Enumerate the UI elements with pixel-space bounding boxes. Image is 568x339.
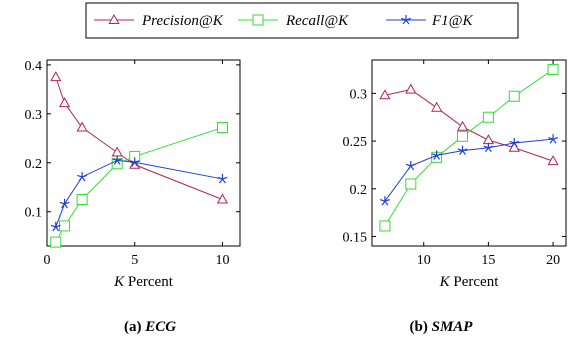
data-point	[482, 111, 494, 123]
data-point	[111, 146, 123, 157]
data-point	[457, 145, 468, 156]
data-point	[405, 83, 417, 94]
data-point	[76, 121, 88, 132]
y-tick-label: 0.25	[343, 135, 368, 150]
legend-item: Recall@K	[238, 13, 349, 29]
y-tick-label: 0.3	[25, 108, 43, 123]
series-precision-at-k	[379, 83, 559, 166]
legend-marker	[108, 13, 120, 24]
series-line	[55, 127, 223, 243]
legend-box	[85, 2, 519, 39]
y-tick-label: 0.2	[350, 183, 368, 198]
y-tick-label: 0.4	[25, 59, 43, 74]
series-line	[384, 138, 554, 202]
y-tick-label: 0.2	[25, 157, 43, 172]
data-point	[216, 193, 229, 204]
y-tick-label: 0.3	[350, 87, 368, 102]
data-point	[482, 134, 495, 145]
x-tick-label: 10	[417, 253, 431, 268]
data-point	[431, 101, 443, 112]
plot-frame	[46, 59, 241, 247]
data-point	[405, 178, 417, 190]
data-point	[50, 221, 61, 232]
legend-marker	[252, 14, 264, 26]
series-line	[55, 76, 223, 200]
data-point	[405, 160, 416, 171]
series-line	[55, 159, 223, 228]
legend: Precision@K Recall@K F1@K	[85, 2, 519, 39]
x-tick-label: 15	[481, 253, 495, 268]
legend-label: Precision@K	[141, 13, 224, 29]
series-recall-at-k	[50, 122, 228, 248]
series-f1-at-k	[50, 155, 228, 232]
data-point	[217, 173, 228, 184]
data-point	[112, 155, 123, 165]
x-tick-label: 10	[215, 253, 229, 268]
subfigure-caption: (b) SMAP	[410, 319, 474, 335]
legend-marker	[401, 15, 411, 25]
data-point	[76, 194, 88, 205]
data-point	[379, 196, 390, 206]
data-point	[509, 137, 520, 148]
data-point	[77, 171, 88, 182]
chart-ecg: 0 5 10 0.1 0.2 0.3 0.4 K Percent (a) ECG	[25, 59, 241, 335]
data-point	[50, 236, 62, 248]
legend-label: Recall@K	[285, 13, 349, 29]
x-axis-label: K Percent	[113, 274, 174, 290]
data-point	[58, 97, 71, 108]
legend-item: Precision@K	[94, 13, 224, 29]
y-tick-label: 0.1	[25, 206, 43, 221]
series-recall-at-k	[379, 64, 559, 232]
data-point	[431, 150, 442, 160]
data-point	[547, 155, 559, 166]
data-point	[379, 220, 391, 232]
legend-label: F1@K	[431, 13, 473, 29]
data-point	[483, 142, 494, 153]
data-point	[456, 120, 469, 131]
data-point	[216, 122, 228, 134]
x-tick-label: 20	[546, 253, 560, 268]
data-point	[59, 198, 70, 209]
x-tick-label: 5	[131, 253, 138, 268]
data-point	[59, 220, 71, 232]
plot-frame	[371, 59, 567, 247]
data-point	[50, 71, 62, 82]
legend-item: F1@K	[386, 13, 473, 29]
chart-smap: 10 15 20 0.15 0.2 0.25 0.3 K Percent (b) SMAP	[343, 59, 567, 335]
data-point	[508, 90, 520, 102]
subfigure-caption: (a) ECG	[124, 319, 176, 335]
data-point	[548, 134, 559, 144]
series-f1-at-k	[379, 134, 559, 206]
data-point	[457, 130, 469, 142]
data-point	[129, 157, 140, 167]
data-point	[547, 64, 559, 76]
data-point	[379, 89, 391, 100]
x-axis-label: K Percent	[439, 274, 500, 290]
y-tick-label: 0.15	[343, 230, 368, 245]
x-tick-label: 0	[44, 253, 51, 268]
